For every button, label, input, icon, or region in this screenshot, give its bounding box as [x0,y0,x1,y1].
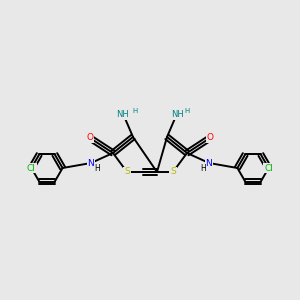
Text: NH: NH [116,110,129,119]
Text: NH: NH [171,110,184,119]
Text: N: N [88,158,94,167]
Text: Cl: Cl [27,164,36,172]
Text: S: S [124,167,130,176]
Text: O: O [86,134,94,142]
Text: S: S [170,167,176,176]
Text: H: H [200,164,206,173]
Text: H: H [185,108,190,114]
Text: H: H [133,108,138,114]
Text: N: N [206,158,212,167]
Text: O: O [206,134,214,142]
Text: H: H [94,164,100,173]
Text: Cl: Cl [264,164,273,172]
